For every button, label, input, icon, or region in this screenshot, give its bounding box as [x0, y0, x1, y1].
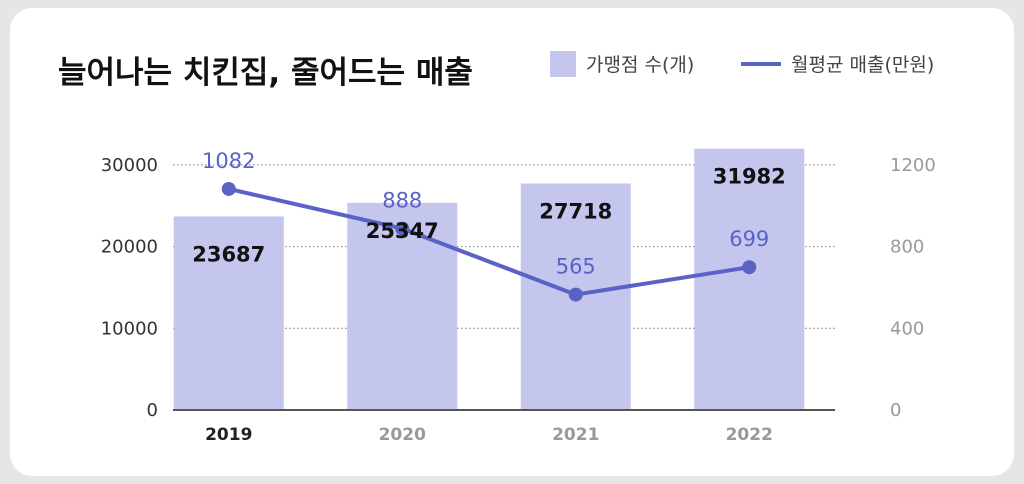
- legend-line-label: 월평균 매출(만원): [791, 54, 934, 76]
- line-value-label: 699: [729, 227, 769, 251]
- line-point: [568, 287, 583, 302]
- chart-title: 늘어나는 치킨집, 줄어드는 매출: [58, 55, 473, 91]
- bar-value-labels: 23687 25347 27718 31982: [192, 165, 786, 267]
- line-series: [221, 181, 757, 302]
- x-tick-label: 2022: [726, 425, 773, 445]
- y-tick-label-right: 1200: [890, 155, 936, 176]
- line-value-label: 888: [382, 189, 422, 213]
- line-point: [395, 221, 410, 236]
- x-tick-label: 2021: [552, 425, 599, 445]
- line-value-label: 565: [556, 255, 596, 279]
- y-tick-label-right: 400: [890, 318, 924, 339]
- y-tick-label-left: 20000: [101, 237, 158, 258]
- bar-value-label: 31982: [713, 165, 786, 189]
- y-tick-label-left: 0: [147, 400, 158, 421]
- bar-value-label: 23687: [192, 242, 265, 266]
- combo-chart: 늘어나는 치킨집, 줄어드는 매출 가맹점 수(개) 월평균 매출(만원) 0 1…: [58, 51, 936, 445]
- bar-value-label: 25347: [366, 219, 439, 243]
- y-tick-label-right: 0: [890, 400, 901, 421]
- bar: [347, 202, 458, 410]
- line-point: [742, 260, 757, 275]
- x-tick-label: 2019: [205, 425, 252, 445]
- bar-series: [173, 148, 805, 410]
- y-tick-label-left: 10000: [101, 318, 158, 339]
- line-value-label: 1082: [202, 149, 255, 173]
- bar-value-label: 27718: [539, 200, 612, 224]
- line-value-labels: 1082 888 565 699: [202, 149, 769, 279]
- chart-card: 늘어나는 치킨집, 줄어드는 매출 가맹점 수(개) 월평균 매출(만원) 0 1…: [10, 8, 1014, 476]
- x-axis: 2019 2020 2021 2022: [205, 425, 773, 445]
- bar: [173, 216, 284, 410]
- legend-bar-label: 가맹점 수(개): [586, 54, 694, 76]
- y-tick-label-left: 30000: [101, 155, 158, 176]
- y-tick-label-right: 800: [890, 237, 924, 258]
- legend-bar-swatch: [550, 51, 576, 77]
- bar: [694, 148, 805, 410]
- series-line: [228, 187, 750, 297]
- line-point: [221, 181, 236, 196]
- legend: 가맹점 수(개) 월평균 매출(만원): [550, 51, 934, 77]
- y-axis-right: 0 400 800 1200: [890, 155, 936, 421]
- y-axis-left: 0 10000 20000 30000: [101, 155, 158, 421]
- x-tick-label: 2020: [379, 425, 426, 445]
